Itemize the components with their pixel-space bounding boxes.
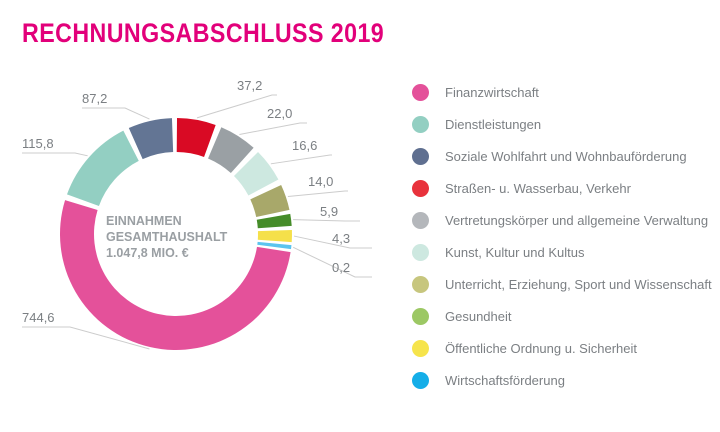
legend-item: Unterricht, Erziehung, Sport und Wissens… bbox=[412, 268, 712, 300]
leader-line bbox=[270, 154, 332, 165]
legend-item: Dienstleistungen bbox=[412, 108, 712, 140]
center-label-line: EINNAHMEN bbox=[106, 214, 182, 228]
data-label: 37,2 bbox=[237, 78, 262, 93]
data-label: 14,0 bbox=[308, 174, 333, 189]
slice-5 bbox=[233, 151, 279, 196]
slice-7 bbox=[256, 213, 292, 229]
leader-line bbox=[287, 190, 348, 198]
center-label: EINNAHMEN GESAMTHAUSHALT 1.047,8 MIO. € bbox=[106, 213, 227, 261]
legend-label: Dienstleistungen bbox=[445, 116, 542, 132]
legend-swatch bbox=[412, 179, 429, 197]
slice-1 bbox=[66, 130, 139, 206]
legend-item: Vertretungskörper und allgemeine Verwalt… bbox=[412, 204, 712, 236]
data-label: 115,8 bbox=[22, 136, 54, 151]
slice-9 bbox=[257, 241, 292, 250]
data-label: 22,0 bbox=[267, 106, 292, 121]
legend-label: Unterricht, Erziehung, Sport und Wissens… bbox=[445, 276, 712, 292]
legend-label: Öffentliche Ordnung u. Sicherheit bbox=[445, 340, 637, 356]
legend-item: Soziale Wohlfahrt und Wohnbauförderung bbox=[412, 140, 712, 172]
legend-swatch bbox=[412, 339, 429, 357]
leader-line bbox=[82, 107, 150, 120]
slice-3 bbox=[176, 118, 216, 157]
legend-swatch bbox=[412, 275, 429, 293]
data-label: 4,3 bbox=[332, 231, 350, 246]
legend-swatch bbox=[412, 115, 429, 133]
legend-label: Straßen- u. Wasserbau, Verkehr bbox=[445, 180, 631, 196]
legend-swatch bbox=[412, 243, 429, 261]
slice-2 bbox=[128, 118, 174, 160]
legend-item: Wirtschaftsförderung bbox=[412, 364, 712, 396]
leader-line bbox=[196, 94, 277, 119]
center-label-line: GESAMTHAUSHALT bbox=[106, 230, 228, 244]
data-label: 0,2 bbox=[332, 260, 350, 275]
leader-line bbox=[239, 122, 307, 135]
legend-swatch bbox=[412, 83, 429, 101]
slice-6 bbox=[250, 184, 290, 217]
legend-swatch bbox=[412, 147, 429, 165]
leader-line bbox=[293, 235, 372, 249]
legend-item: Öffentliche Ordnung u. Sicherheit bbox=[412, 332, 712, 364]
slice-0 bbox=[59, 200, 291, 351]
leader-line bbox=[293, 246, 372, 278]
slice-4 bbox=[208, 127, 254, 174]
data-label: 16,6 bbox=[292, 138, 317, 153]
leader-line bbox=[22, 152, 88, 157]
data-label: 87,2 bbox=[82, 91, 107, 106]
legend-label: Wirtschaftsförderung bbox=[445, 372, 565, 388]
leader-line bbox=[22, 326, 150, 350]
slice-8 bbox=[257, 229, 292, 243]
legend-label: Vertretungskörper und allgemeine Verwalt… bbox=[445, 212, 709, 228]
legend-label: Gesundheit bbox=[445, 308, 512, 324]
legend-swatch bbox=[412, 211, 429, 229]
legend-label: Kunst, Kultur und Kultus bbox=[445, 244, 585, 260]
chart-title: RECHNUNGSABSCHLUSS 2019 bbox=[22, 18, 385, 48]
legend-item: Finanzwirtschaft bbox=[412, 76, 712, 108]
leader-line bbox=[293, 219, 360, 222]
legend-swatch bbox=[412, 307, 429, 325]
legend-swatch bbox=[412, 371, 429, 389]
legend-item: Straßen- u. Wasserbau, Verkehr bbox=[412, 172, 712, 204]
data-label: 5,9 bbox=[320, 204, 338, 219]
legend-item: Kunst, Kultur und Kultus bbox=[412, 236, 712, 268]
data-label: 744,6 bbox=[22, 310, 55, 325]
legend-item: Gesundheit bbox=[412, 300, 712, 332]
center-label-line: 1.047,8 MIO. € bbox=[106, 246, 189, 260]
legend-label: Soziale Wohlfahrt und Wohnbauförderung bbox=[445, 148, 687, 164]
legend: Finanzwirtschaft Dienstleistungen Soziale … bbox=[412, 76, 712, 396]
legend-label: Finanzwirtschaft bbox=[445, 84, 539, 100]
